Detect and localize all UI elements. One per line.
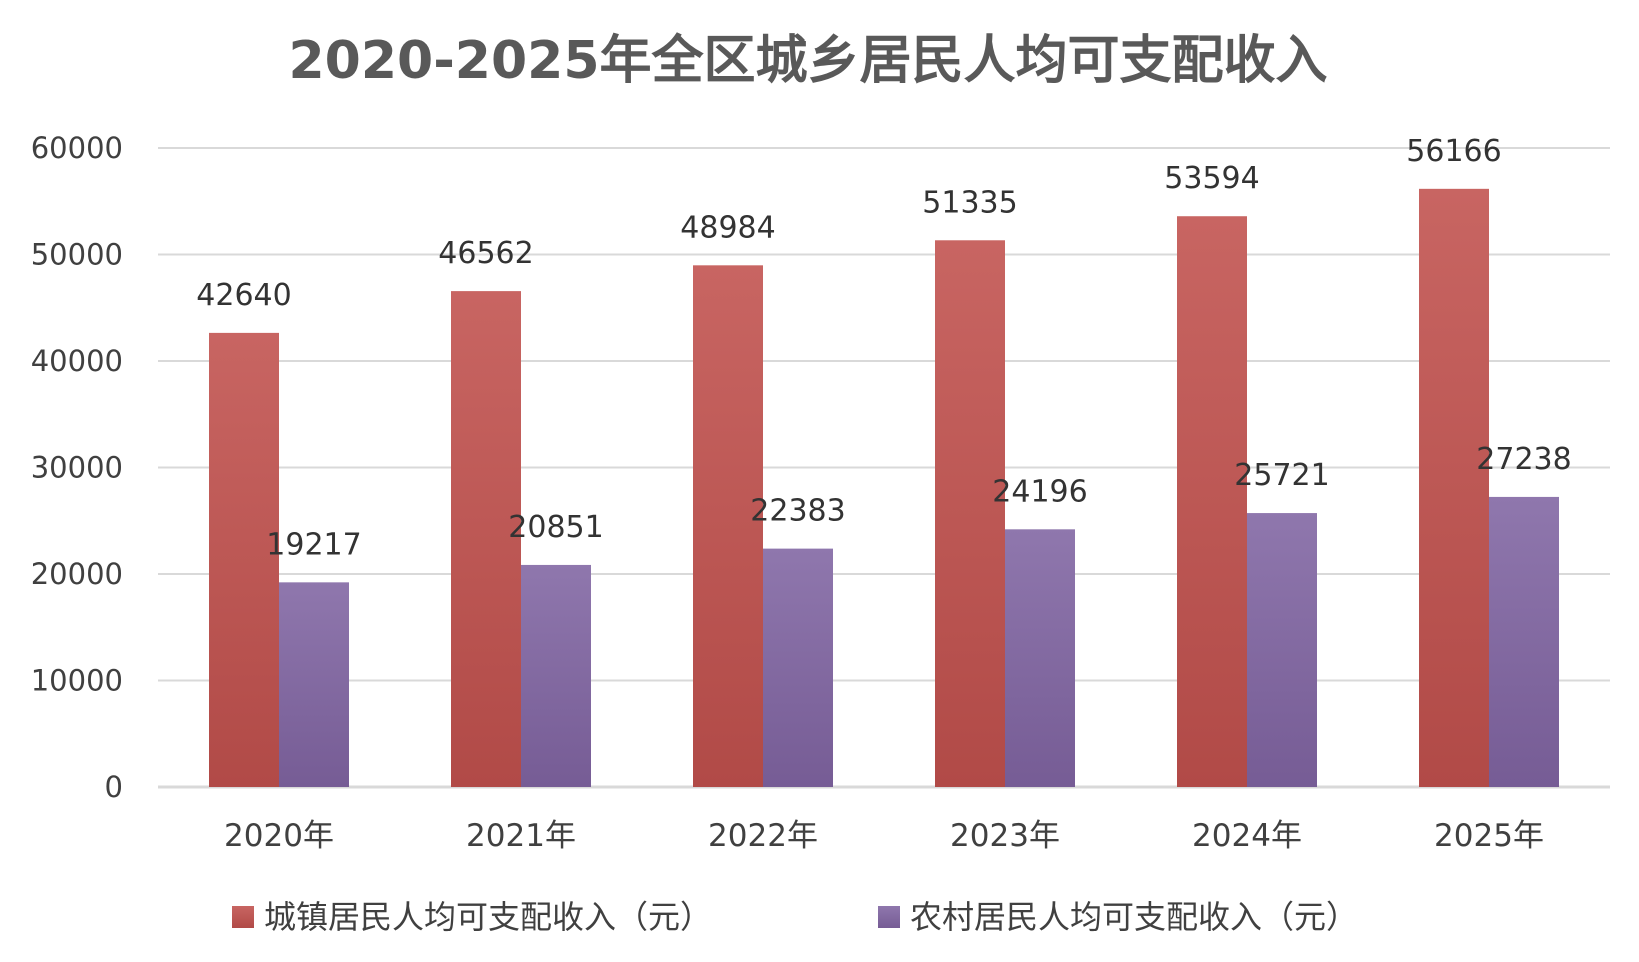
- bar-urban: [209, 332, 279, 787]
- bar-urban: [693, 265, 763, 787]
- data-label: 56166: [1406, 134, 1501, 169]
- data-label: 19217: [266, 527, 361, 562]
- bar-rural: [1005, 529, 1075, 787]
- x-category-label: 2025年: [1434, 818, 1544, 854]
- x-category-label: 2023年: [950, 818, 1060, 854]
- data-labels: 42640 19217 46562 20851 48984 22383 51335 24196…: [196, 134, 1571, 563]
- y-tick-label: 30000: [31, 451, 123, 485]
- y-tick-label: 60000: [31, 131, 123, 165]
- bar-urban: [1177, 216, 1247, 788]
- y-tick-label: 50000: [31, 238, 123, 272]
- y-tick-label: 0: [105, 770, 123, 804]
- bar-rural: [521, 564, 591, 787]
- data-label: 20851: [508, 510, 603, 545]
- x-category-label: 2021年: [466, 818, 576, 854]
- x-axis-category-labels: 2020年 2021年 2022年 2023年 2024年 2025年: [224, 818, 1544, 854]
- legend: 城镇居民人均可支配收入（元） 农村居民人均可支配收入（元）: [232, 898, 1358, 936]
- y-axis-tick-labels: 0 10000 20000 30000 40000 50000 60000: [31, 131, 123, 804]
- bar-rural: [763, 548, 833, 787]
- data-label: 48984: [680, 210, 775, 245]
- chart-title: 2020-2025年全区城乡居民人均可支配收入: [288, 31, 1327, 91]
- data-label: 53594: [1164, 161, 1259, 196]
- data-label: 24196: [992, 474, 1087, 509]
- data-label: 42640: [196, 278, 291, 313]
- legend-label: 农村居民人均可支配收入（元）: [910, 898, 1358, 936]
- legend-swatch: [232, 906, 254, 928]
- x-category-label: 2020年: [224, 818, 334, 854]
- y-tick-label: 40000: [31, 344, 123, 378]
- bar-urban: [451, 291, 521, 787]
- data-label: 25721: [1234, 458, 1329, 493]
- bar-rural: [279, 582, 349, 787]
- y-tick-label: 20000: [31, 557, 123, 591]
- bar-rural: [1489, 496, 1559, 787]
- legend-swatch: [878, 906, 900, 928]
- gridlines: [158, 147, 1610, 789]
- bar-urban: [935, 240, 1005, 788]
- legend-label: 城镇居民人均可支配收入（元）: [264, 898, 712, 936]
- bars: [209, 188, 1559, 788]
- data-label: 27238: [1476, 442, 1571, 477]
- bar-rural: [1247, 513, 1317, 787]
- y-tick-label: 10000: [31, 664, 123, 698]
- data-label: 22383: [750, 494, 845, 529]
- data-label: 51335: [922, 185, 1017, 220]
- x-category-label: 2024年: [1192, 818, 1302, 854]
- data-label: 46562: [438, 236, 533, 271]
- x-category-label: 2022年: [708, 818, 818, 854]
- bar-urban: [1419, 188, 1489, 787]
